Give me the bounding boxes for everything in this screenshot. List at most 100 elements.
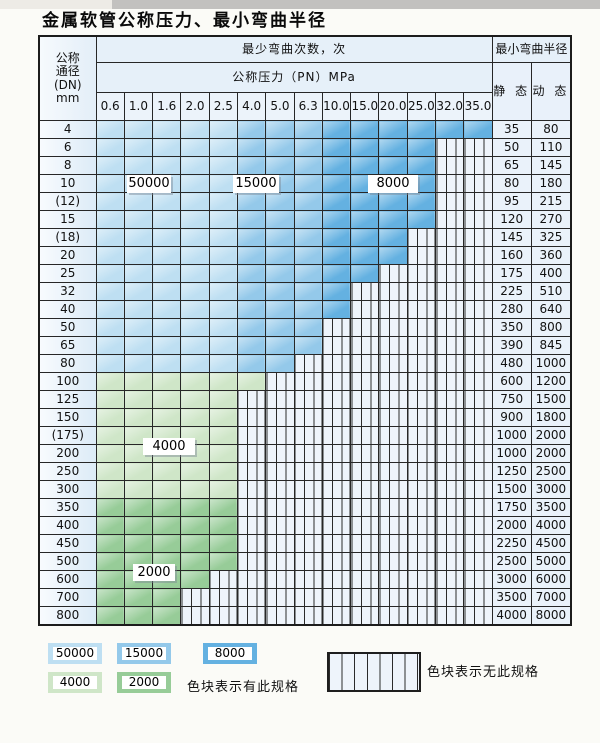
spec-cell xyxy=(435,120,465,139)
spec-cell xyxy=(180,462,210,481)
table-row: 500 2500 5000 xyxy=(38,552,572,571)
spec-cell xyxy=(293,192,323,211)
no-spec-cell xyxy=(463,516,493,535)
no-spec-cell xyxy=(463,390,493,409)
table-row: (12) 95 215 xyxy=(38,192,572,211)
no-spec-cell xyxy=(208,588,238,607)
spec-cell xyxy=(208,192,238,211)
no-spec-cell xyxy=(265,498,295,517)
spec-cell xyxy=(95,120,125,139)
no-spec-cell xyxy=(378,498,408,517)
spec-cell xyxy=(152,372,182,391)
spec-cell xyxy=(95,552,125,571)
spec-cell xyxy=(236,156,267,175)
spec-cell xyxy=(123,282,154,301)
spec-cell xyxy=(236,300,267,319)
spec-cell xyxy=(152,408,182,427)
no-spec-cell xyxy=(236,390,267,409)
spec-cell xyxy=(208,354,238,373)
spec-cell xyxy=(180,210,210,229)
dynamic-cell: 215 xyxy=(530,192,572,211)
spec-cell xyxy=(95,462,125,481)
dynamic-cell: 6000 xyxy=(530,570,572,589)
spec-cell xyxy=(265,138,295,157)
pressure-col-header: 4.0 xyxy=(236,92,267,121)
spec-cell xyxy=(123,246,154,265)
pressure-col-header: 1.6 xyxy=(152,92,182,121)
no-spec-cell xyxy=(463,246,493,265)
no-spec-cell xyxy=(265,606,295,625)
no-spec-cell xyxy=(406,246,437,265)
spec-cell xyxy=(123,336,154,355)
dn-cell: 800 xyxy=(38,606,97,625)
legend-swatch: 8000 xyxy=(203,643,257,664)
spec-cell xyxy=(265,282,295,301)
dynamic-cell: 4500 xyxy=(530,534,572,553)
no-spec-cell xyxy=(350,588,380,607)
dn-cell: 4 xyxy=(38,120,97,139)
spec-cell xyxy=(236,354,267,373)
no-spec-cell xyxy=(265,534,295,553)
spec-cell xyxy=(236,318,267,337)
dn-cell: 400 xyxy=(38,516,97,535)
legend-swatch-label: 4000 xyxy=(53,676,97,689)
spec-cell xyxy=(152,228,182,247)
spec-cell xyxy=(123,120,154,139)
no-spec-cell xyxy=(463,588,493,607)
no-spec-cell xyxy=(265,462,295,481)
no-spec-cell xyxy=(293,552,323,571)
legend-swatch: 4000 xyxy=(48,672,102,693)
spec-cell xyxy=(208,246,238,265)
no-spec-cell xyxy=(435,228,465,247)
no-spec-cell xyxy=(236,606,267,625)
no-spec-cell xyxy=(350,372,380,391)
no-spec-cell xyxy=(435,498,465,517)
spec-cell xyxy=(321,156,352,175)
table-row: 4 35 80 xyxy=(38,120,572,139)
no-spec-cell xyxy=(406,318,437,337)
no-spec-cell xyxy=(463,534,493,553)
no-spec-cell xyxy=(236,480,267,499)
dynamic-cell: 845 xyxy=(530,336,572,355)
overlay-label: 4000 xyxy=(143,438,195,455)
static-cell: 390 xyxy=(491,336,532,355)
spec-cell xyxy=(95,534,125,553)
spec-cell xyxy=(378,246,408,265)
spec-cell xyxy=(180,480,210,499)
table-row: 100 600 1200 xyxy=(38,372,572,391)
spec-cell xyxy=(265,318,295,337)
overlay-label: 15000 xyxy=(233,175,279,193)
dn-header-line: 公称 xyxy=(55,51,80,66)
no-spec-cell xyxy=(378,444,408,463)
spec-cell xyxy=(321,264,352,283)
table-row: 40 280 640 xyxy=(38,300,572,319)
no-spec-cell xyxy=(350,300,380,319)
spec-table: 公称 通径 (DN) mm 最少弯曲次数，次 最小弯曲半径 公称压力（PN）MPa 静… xyxy=(38,35,573,626)
static-header: 静 态 xyxy=(491,62,532,121)
dn-cell: (18) xyxy=(38,228,97,247)
no-spec-cell xyxy=(321,534,352,553)
no-spec-cell xyxy=(463,480,493,499)
pressure-col-header: 20.0 xyxy=(378,92,408,121)
spec-cell xyxy=(180,174,210,193)
static-cell: 1000 xyxy=(491,444,532,463)
spec-cell xyxy=(180,120,210,139)
table-row: 800 4000 8000 xyxy=(38,606,572,625)
dn-cell: 25 xyxy=(38,264,97,283)
table-row: 300 1500 3000 xyxy=(38,480,572,499)
dn-cell: 200 xyxy=(38,444,97,463)
no-spec-cell xyxy=(406,264,437,283)
spec-cell xyxy=(208,174,238,193)
spec-cell xyxy=(180,246,210,265)
spec-cell xyxy=(95,264,125,283)
no-spec-cell xyxy=(236,534,267,553)
no-spec-cell xyxy=(350,444,380,463)
no-spec-cell xyxy=(435,354,465,373)
spec-cell xyxy=(180,300,210,319)
spec-cell xyxy=(321,138,352,157)
top-strip-light xyxy=(0,0,112,9)
spec-cell xyxy=(321,192,352,211)
no-spec-cell xyxy=(435,444,465,463)
spec-cell xyxy=(180,390,210,409)
header-row-2: 公称压力（PN）MPa 静 态 动 态 xyxy=(39,62,572,121)
